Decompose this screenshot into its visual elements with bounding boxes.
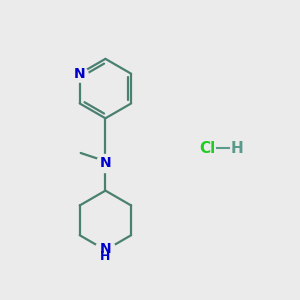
Text: N: N bbox=[100, 242, 111, 256]
Text: N: N bbox=[74, 67, 85, 81]
Text: H: H bbox=[100, 250, 111, 263]
Text: Cl: Cl bbox=[199, 140, 216, 155]
Text: N: N bbox=[100, 156, 111, 170]
Text: H: H bbox=[231, 140, 244, 155]
